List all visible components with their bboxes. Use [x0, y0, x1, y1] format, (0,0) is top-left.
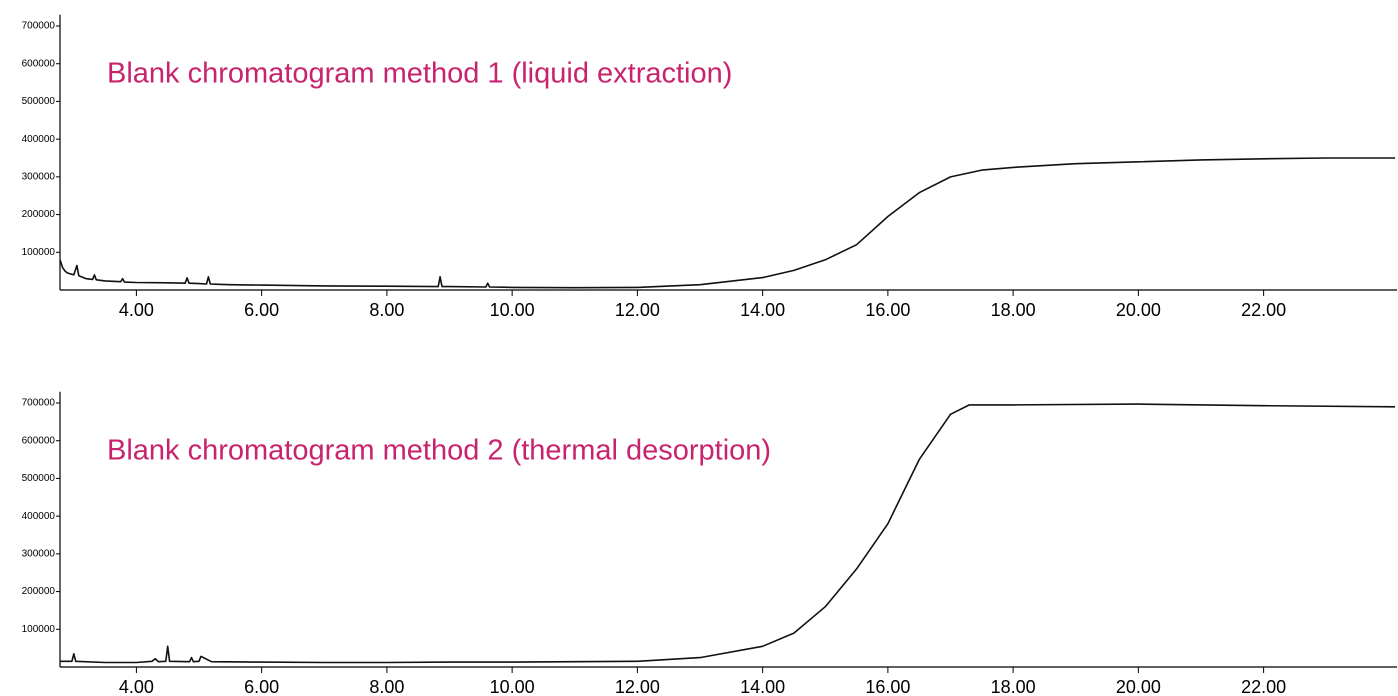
- x-tick-label: 10.00: [490, 677, 535, 696]
- x-tick-label: 20.00: [1116, 677, 1161, 696]
- x-tick-label: 6.00: [244, 677, 279, 696]
- x-tick-label: 16.00: [865, 677, 910, 696]
- y-tick-label: 600000: [22, 58, 56, 69]
- x-tick-label: 8.00: [369, 677, 404, 696]
- y-tick-label: 700000: [22, 398, 56, 409]
- x-tick-label: 6.00: [244, 300, 279, 320]
- x-tick-label: 22.00: [1241, 300, 1286, 320]
- x-tick-label: 14.00: [740, 300, 785, 320]
- y-tick-label: 100000: [22, 247, 56, 258]
- x-tick-label: 4.00: [119, 300, 154, 320]
- y-tick-label: 200000: [22, 209, 56, 220]
- x-tick-label: 16.00: [865, 300, 910, 320]
- x-tick-label: 20.00: [1116, 300, 1161, 320]
- y-tick-label: 500000: [22, 473, 56, 484]
- y-tick-label: 700000: [22, 21, 56, 32]
- x-tick-label: 8.00: [369, 300, 404, 320]
- y-tick-label: 300000: [22, 172, 56, 183]
- x-tick-label: 12.00: [615, 300, 660, 320]
- y-tick-label: 100000: [22, 624, 56, 635]
- y-tick-label: 600000: [22, 435, 56, 446]
- trace: [60, 403, 1396, 664]
- x-tick-label: 12.00: [615, 677, 660, 696]
- chart-title: Blank chromatogram method 1 (liquid extr…: [107, 57, 732, 89]
- x-tick-label: 22.00: [1241, 677, 1286, 696]
- chart-title: Blank chromatogram method 2 (thermal des…: [107, 434, 771, 466]
- y-tick-label: 300000: [22, 549, 56, 560]
- x-tick-label: 14.00: [740, 677, 785, 696]
- x-tick-label: 18.00: [991, 300, 1036, 320]
- y-tick-label: 400000: [22, 511, 56, 522]
- y-tick-label: 500000: [22, 96, 56, 107]
- y-tick-label: 200000: [22, 586, 56, 597]
- trace: [59, 157, 1396, 289]
- x-tick-label: 4.00: [119, 677, 154, 696]
- y-tick-label: 400000: [22, 134, 56, 145]
- x-tick-label: 10.00: [490, 300, 535, 320]
- x-tick-label: 18.00: [991, 677, 1036, 696]
